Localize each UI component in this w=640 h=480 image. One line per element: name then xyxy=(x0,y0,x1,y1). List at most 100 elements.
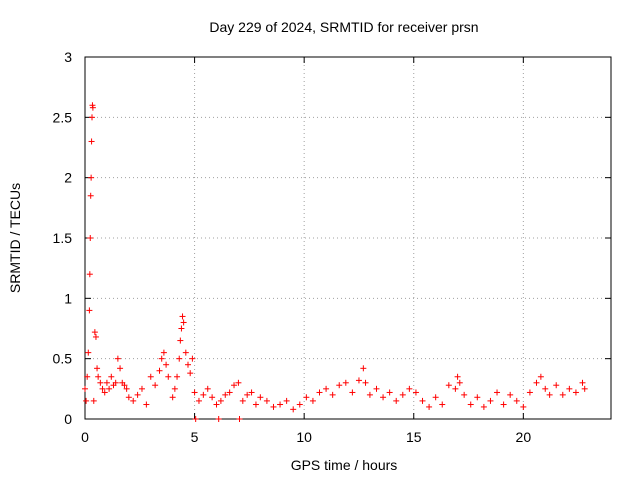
data-point xyxy=(123,385,130,392)
data-point xyxy=(152,382,159,389)
y-tick-label: 0.5 xyxy=(53,351,73,367)
data-point xyxy=(185,361,192,368)
data-point xyxy=(179,313,186,320)
data-point xyxy=(101,389,108,396)
data-point xyxy=(290,406,297,413)
chart-title: Day 229 of 2024, SRMTID for receiver prs… xyxy=(209,19,478,35)
data-point xyxy=(500,401,507,408)
data-point xyxy=(200,391,207,398)
data-point xyxy=(125,394,132,401)
x-tick-label: 5 xyxy=(191,429,199,445)
y-tick-label: 3 xyxy=(64,49,72,65)
data-point xyxy=(263,397,270,404)
data-point xyxy=(163,361,170,368)
data-point xyxy=(432,394,439,401)
y-axis-label: SRMTID / TECUs xyxy=(7,183,23,293)
data-point xyxy=(244,391,251,398)
x-tick-label: 20 xyxy=(516,429,532,445)
data-point xyxy=(84,373,91,380)
data-point xyxy=(349,389,356,396)
data-point xyxy=(182,349,189,356)
data-point xyxy=(336,382,343,389)
data-point xyxy=(507,391,514,398)
data-point xyxy=(85,349,92,356)
data-point xyxy=(533,379,540,386)
data-point xyxy=(546,391,553,398)
data-point xyxy=(366,391,373,398)
data-point xyxy=(138,385,145,392)
data-point xyxy=(454,373,461,380)
data-point xyxy=(231,382,238,389)
data-point xyxy=(91,329,98,336)
data-point xyxy=(82,385,88,392)
data-point xyxy=(88,174,95,181)
data-point xyxy=(487,397,494,404)
data-point xyxy=(566,385,573,392)
data-point xyxy=(121,382,128,389)
data-point xyxy=(112,379,119,386)
data-point xyxy=(456,379,463,386)
data-point xyxy=(452,385,459,392)
data-point xyxy=(474,394,481,401)
tick-labels: 0 0.5 1 1.5 2 2.5 3 0 5 10 15 20 xyxy=(53,49,532,445)
data-point xyxy=(226,389,233,396)
data-point xyxy=(215,416,222,422)
data-point xyxy=(526,389,533,396)
data-point xyxy=(87,235,94,241)
y-tick-label: 0 xyxy=(64,411,72,427)
data-point xyxy=(143,401,150,408)
data-point xyxy=(426,403,433,410)
data-point xyxy=(92,333,99,340)
data-point xyxy=(177,337,184,344)
data-point xyxy=(187,370,194,377)
data-point xyxy=(191,389,198,396)
data-point xyxy=(171,385,178,392)
data-point xyxy=(386,389,393,396)
data-point xyxy=(355,377,362,384)
y-tick-label: 2.5 xyxy=(53,109,73,125)
data-point xyxy=(176,355,183,362)
data-point xyxy=(174,373,181,380)
x-tick-label: 10 xyxy=(296,429,312,445)
data-point xyxy=(342,379,349,386)
data-point xyxy=(130,397,137,404)
data-point xyxy=(252,401,259,408)
data-point xyxy=(270,403,277,410)
data-points xyxy=(82,102,588,422)
data-point xyxy=(222,391,229,398)
data-point xyxy=(559,391,566,398)
data-point xyxy=(83,397,90,404)
data-point xyxy=(217,397,224,404)
y-tick-label: 2 xyxy=(64,170,72,186)
data-point xyxy=(94,365,101,372)
data-point xyxy=(467,401,474,408)
data-point xyxy=(283,397,290,404)
data-point xyxy=(362,379,369,386)
data-point xyxy=(86,271,93,278)
data-point xyxy=(156,367,163,374)
data-point xyxy=(87,192,94,199)
data-point xyxy=(461,391,468,398)
x-axis-label: GPS time / hours xyxy=(291,457,398,473)
data-point xyxy=(213,401,220,408)
data-point xyxy=(235,379,242,386)
data-point xyxy=(117,365,124,372)
data-point xyxy=(399,391,406,398)
data-point xyxy=(553,382,560,389)
data-point xyxy=(309,397,316,404)
data-point xyxy=(89,104,96,111)
gridlines xyxy=(85,57,611,419)
data-point xyxy=(108,373,115,380)
data-point xyxy=(239,397,246,404)
data-point xyxy=(419,397,426,404)
x-tick-label: 0 xyxy=(81,429,89,445)
data-point xyxy=(277,401,284,408)
data-point xyxy=(89,114,96,121)
data-point xyxy=(195,397,202,404)
data-point xyxy=(581,385,588,392)
data-point xyxy=(248,389,255,396)
data-point xyxy=(192,416,199,422)
data-point xyxy=(86,307,93,314)
data-point xyxy=(180,319,187,326)
data-point xyxy=(204,385,211,392)
